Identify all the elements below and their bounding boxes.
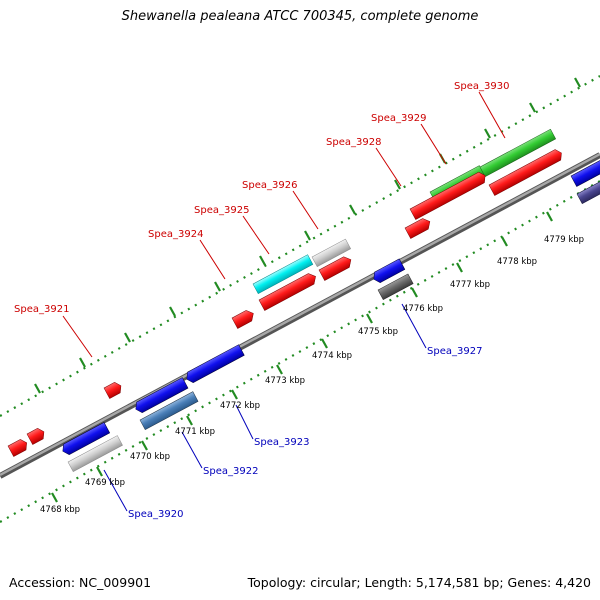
gene-arrow	[258, 273, 316, 311]
kbp-label: 4771 kbp	[175, 427, 215, 437]
gene-box	[479, 128, 557, 178]
gene-box	[377, 273, 414, 301]
reverse-genes	[62, 174, 600, 473]
kbp-tick	[546, 211, 553, 222]
kbp-tick	[186, 415, 193, 426]
gene-label-spea-3927: Spea_3927	[427, 346, 482, 357]
kbp-label: 4779 kbp	[544, 235, 584, 245]
gene-arrow	[62, 422, 111, 455]
gene-box	[139, 391, 199, 431]
gene-arrow	[488, 149, 562, 196]
gene-label-spea-3923: Spea_3923	[254, 437, 309, 448]
kbp-tick	[276, 364, 283, 375]
gene-arrow	[26, 428, 45, 445]
gene-arrow	[186, 344, 245, 383]
gene-arrow	[318, 256, 352, 281]
kbp-label: 4776 kbp	[403, 304, 443, 314]
gene-arrow	[404, 218, 431, 239]
gene-label-spea-3921: Spea_3921	[14, 304, 69, 315]
gene-label-spea-3930: Spea_3930	[454, 81, 509, 92]
kbp-label: 4774 kbp	[312, 351, 352, 361]
kbp-label: 4775 kbp	[358, 327, 398, 337]
kbp-tick	[501, 236, 508, 247]
gene-label-spea-3924: Spea_3924	[148, 229, 203, 240]
kbp-label: 4773 kbp	[265, 376, 305, 386]
gene-label-spea-3928: Spea_3928	[326, 137, 381, 148]
gene-box	[67, 435, 123, 473]
kbp-tick	[141, 440, 148, 451]
gene-arrow	[373, 258, 406, 283]
kbp-label: 4778 kbp	[497, 257, 537, 267]
gene-label-spea-3922: Spea_3922	[203, 466, 258, 477]
kbp-ticks	[51, 211, 553, 503]
kbp-tick	[411, 287, 418, 298]
gene-arrow	[135, 377, 189, 413]
gene-label-spea-3929: Spea_3929	[371, 113, 426, 124]
gene-arrow	[409, 171, 486, 220]
gene-arrow	[570, 156, 600, 187]
kbp-label: 4768 kbp	[40, 505, 80, 515]
forward-leaders	[62, 91, 506, 358]
gene-label-spea-3920: Spea_3920	[128, 509, 183, 520]
kbp-tick	[366, 313, 373, 324]
kbp-label: 4769 kbp	[85, 478, 125, 488]
gene-arrow	[231, 310, 254, 329]
gene-box	[311, 238, 352, 268]
gene-arrow	[7, 439, 27, 457]
gene-arrow	[103, 382, 122, 399]
accession-text: Accession: NC_009901	[9, 575, 152, 590]
kbp-tick	[456, 262, 463, 273]
forward-tick-row	[0, 75, 600, 417]
gene-box	[252, 254, 314, 295]
gene-label-spea-3925: Spea_3925	[194, 205, 249, 216]
map-title: Shewanella pealeana ATCC 700345, complet…	[121, 9, 479, 24]
forward-genes	[7, 128, 600, 457]
kbp-tick	[51, 492, 58, 503]
reverse-tick-row	[0, 180, 600, 523]
reverse-leaders	[103, 303, 427, 512]
kbp-label: 4777 kbp	[450, 280, 490, 290]
kbp-tick	[96, 466, 103, 477]
kbp-label: 4770 kbp	[130, 452, 170, 462]
kbp-tick	[231, 389, 238, 400]
gene-label-spea-3926: Spea_3926	[242, 180, 297, 191]
kbp-label: 4772 kbp	[220, 401, 260, 411]
genome-summary-text: Topology: circular; Length: 5,174,581 bp…	[247, 575, 591, 590]
kbp-tick	[321, 338, 328, 349]
